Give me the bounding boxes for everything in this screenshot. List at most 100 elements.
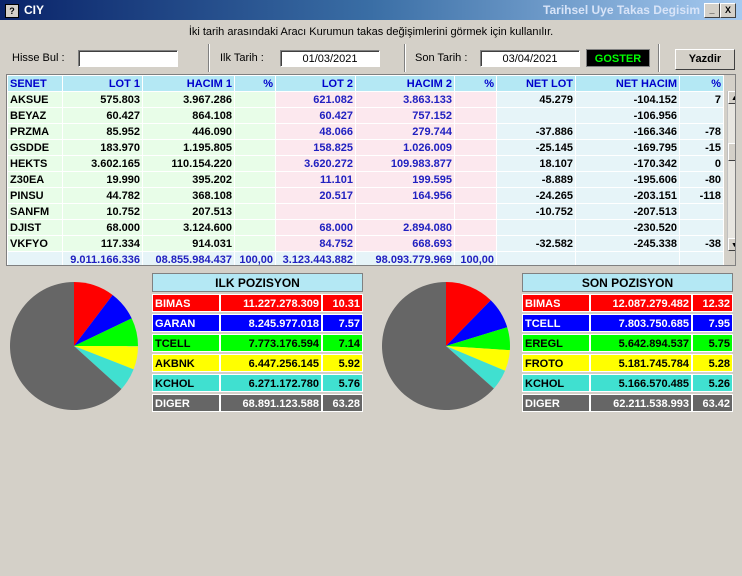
son-tarih-input[interactable]: 03/04/2021	[480, 50, 580, 67]
cell-net-lot: -8.889	[496, 171, 576, 188]
hisse-bul-input[interactable]	[78, 50, 178, 67]
position-value: 6.271.172.780	[220, 374, 322, 392]
cell-pct3: -38	[679, 235, 724, 252]
table-row[interactable]: Z30EA 19.990 395.202 11.101 199.595 -8.889 -19…	[7, 171, 724, 188]
cell-lot2: 20.517	[275, 187, 356, 204]
cell-hacim2: 2.894.080	[355, 219, 455, 236]
cell-net-hacim: -245.338	[575, 235, 680, 252]
table-row[interactable]: PINSU 44.782 368.108 20.517 164.956 -24.265 -2…	[7, 187, 724, 204]
minimize-button[interactable]: _	[704, 3, 720, 18]
ilk-pozisyon-title: ILK POZISYON	[152, 273, 363, 292]
cell-lot1: 44.782	[62, 187, 143, 204]
cell-pct2	[454, 123, 497, 140]
position-name: DIGER	[152, 394, 220, 412]
hisse-bul-label: Hisse Bul :	[12, 52, 65, 64]
totals-row: 9.011.166.336 08.855.984.437 100,00 3.123.4…	[7, 251, 724, 265]
table-row[interactable]: SANFM 10.752 207.513 -10.752 -207.513	[7, 203, 724, 220]
table-row[interactable]: BEYAZ 60.427 864.108 60.427 757.152 -106.956	[7, 107, 724, 124]
cell-hacim1: 864.108	[142, 107, 235, 124]
position-row-kchol: KCHOL 5.166.570.485 5.26	[522, 374, 733, 392]
vertical-scrollbar[interactable]: ▲ ▼	[727, 91, 735, 251]
pie-slice-kchol	[74, 346, 134, 389]
position-row-tcell: TCELL 7.803.750.685 7.95	[522, 314, 733, 332]
total-hacim2: 98.093.779.969	[355, 251, 455, 265]
scroll-down-icon[interactable]: ▼	[728, 238, 735, 251]
cell-hacim1: 207.513	[142, 203, 235, 220]
system-menu-icon[interactable]: ?	[5, 4, 19, 18]
takas-grid[interactable]: SENET LOT 1 HACIM 1% LOT 2 HACIM 2% NET LOT NE…	[6, 74, 736, 266]
cell-hacim1: 3.124.600	[142, 219, 235, 236]
cell-net-lot: 45.279	[496, 91, 576, 108]
table-row[interactable]: PRZMA 85.952 446.090 48.066 279.744 -37.886 -1…	[7, 123, 724, 140]
table-row[interactable]: HEKTS 3.602.165 110.154.220 3.620.272 109.98…	[7, 155, 724, 172]
group-divider	[404, 44, 405, 72]
cell-pct1	[234, 219, 276, 236]
position-row-diger: DIGER 62.211.538.993 63.42	[522, 394, 733, 412]
position-row-bimas: BIMAS 11.227.278.309 10.31	[152, 294, 363, 312]
column-header-pct1[interactable]: %	[234, 75, 276, 92]
position-percent: 7.57	[322, 314, 363, 332]
son-pozisyon-title: SON POZISYON	[522, 273, 733, 292]
cell-lot2	[275, 203, 356, 220]
position-name: KCHOL	[152, 374, 220, 392]
cell-lot1: 60.427	[62, 107, 143, 124]
close-button[interactable]: X	[720, 3, 736, 18]
column-header-hacim2[interactable]: HACIM 2	[355, 75, 455, 92]
takas-table: SENET LOT 1 HACIM 1% LOT 2 HACIM 2% NET LOT NE…	[7, 75, 724, 265]
total-pct1: 100,00	[234, 251, 276, 265]
cell-lot2: 68.000	[275, 219, 356, 236]
cell-lot2: 158.825	[275, 139, 356, 156]
position-row-diger: DIGER 68.891.123.588 63.28	[152, 394, 363, 412]
cell-hacim1: 110.154.220	[142, 155, 235, 172]
cell-hacim1: 914.031	[142, 235, 235, 252]
cell-hacim2: 109.983.877	[355, 155, 455, 172]
column-header-pct3[interactable]: %	[679, 75, 724, 92]
cell-net-lot	[496, 219, 576, 236]
position-percent: 63.42	[692, 394, 733, 412]
cell-net-lot: -10.752	[496, 203, 576, 220]
column-header-lot2[interactable]: LOT 2	[275, 75, 356, 92]
cell-pct2	[454, 139, 497, 156]
cell-lot1: 3.602.165	[62, 155, 143, 172]
scroll-up-icon[interactable]: ▲	[728, 91, 735, 104]
cell-net-hacim: -104.152	[575, 91, 680, 108]
column-header-pct2[interactable]: %	[454, 75, 497, 92]
position-row-garan: GARAN 8.245.977.018 7.57	[152, 314, 363, 332]
column-header-senet[interactable]: SENET	[7, 75, 63, 92]
position-row-akbnk: AKBNK 6.447.256.145 5.92	[152, 354, 363, 372]
position-row-kchol: KCHOL 6.271.172.780 5.76	[152, 374, 363, 392]
table-row[interactable]: VKFYO 117.334 914.031 84.752 668.693 -32.582-…	[7, 235, 724, 252]
cell-pct3: 0	[679, 155, 724, 172]
cell-hacim2: 279.744	[355, 123, 455, 140]
cell-pct3	[679, 203, 724, 220]
column-header-lot1[interactable]: LOT 1	[62, 75, 143, 92]
position-row-tcell: TCELL 7.773.176.594 7.14	[152, 334, 363, 352]
cell-hacim2	[355, 203, 455, 220]
cell-pct1	[234, 155, 276, 172]
ilk-tarih-input[interactable]: 01/03/2021	[280, 50, 380, 67]
table-row[interactable]: AKSUE 575.803 3.967.286 621.082 3.863.133 45.…	[7, 91, 724, 108]
table-row[interactable]: DJIST 68.000 3.124.600 68.000 2.894.080 -230.…	[7, 219, 724, 236]
position-name: BIMAS	[152, 294, 220, 312]
position-percent: 7.95	[692, 314, 733, 332]
position-value: 5.642.894.537	[590, 334, 692, 352]
pie-slice-bimas	[74, 282, 113, 346]
column-header-net-lot[interactable]: NET LOT	[496, 75, 576, 92]
position-value: 68.891.123.588	[220, 394, 322, 412]
total-hacim1: 08.855.984.437	[142, 251, 235, 265]
position-value: 5.181.745.784	[590, 354, 692, 372]
table-row[interactable]: GSDDE 183.970 1.195.805 158.825 1.026.009 -25…	[7, 139, 724, 156]
cell-pct3: -15	[679, 139, 724, 156]
cell-net-hacim: -166.346	[575, 123, 680, 140]
cell-pct3: -80	[679, 171, 724, 188]
ilk-pozisyon-pie-chart	[9, 282, 139, 410]
goster-button[interactable]: GOSTER	[586, 49, 650, 67]
position-row-eregl: EREGL 5.642.894.537 5.75	[522, 334, 733, 352]
column-header-net-hacim[interactable]: NET HACIM	[575, 75, 680, 92]
yazdir-button[interactable]: Yazdir	[675, 49, 735, 70]
cell-hacim2: 164.956	[355, 187, 455, 204]
scroll-thumb[interactable]	[728, 143, 735, 161]
cell-net-hacim: -170.342	[575, 155, 680, 172]
column-header-hacim1[interactable]: HACIM 1	[142, 75, 235, 92]
son-pozisyon-pie-chart	[382, 282, 510, 410]
